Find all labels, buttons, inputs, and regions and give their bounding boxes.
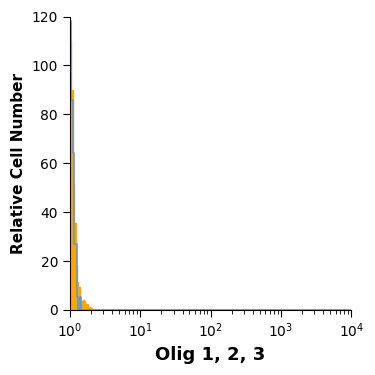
Y-axis label: Relative Cell Number: Relative Cell Number [11, 73, 26, 254]
X-axis label: Olig 1, 2, 3: Olig 1, 2, 3 [155, 346, 266, 364]
